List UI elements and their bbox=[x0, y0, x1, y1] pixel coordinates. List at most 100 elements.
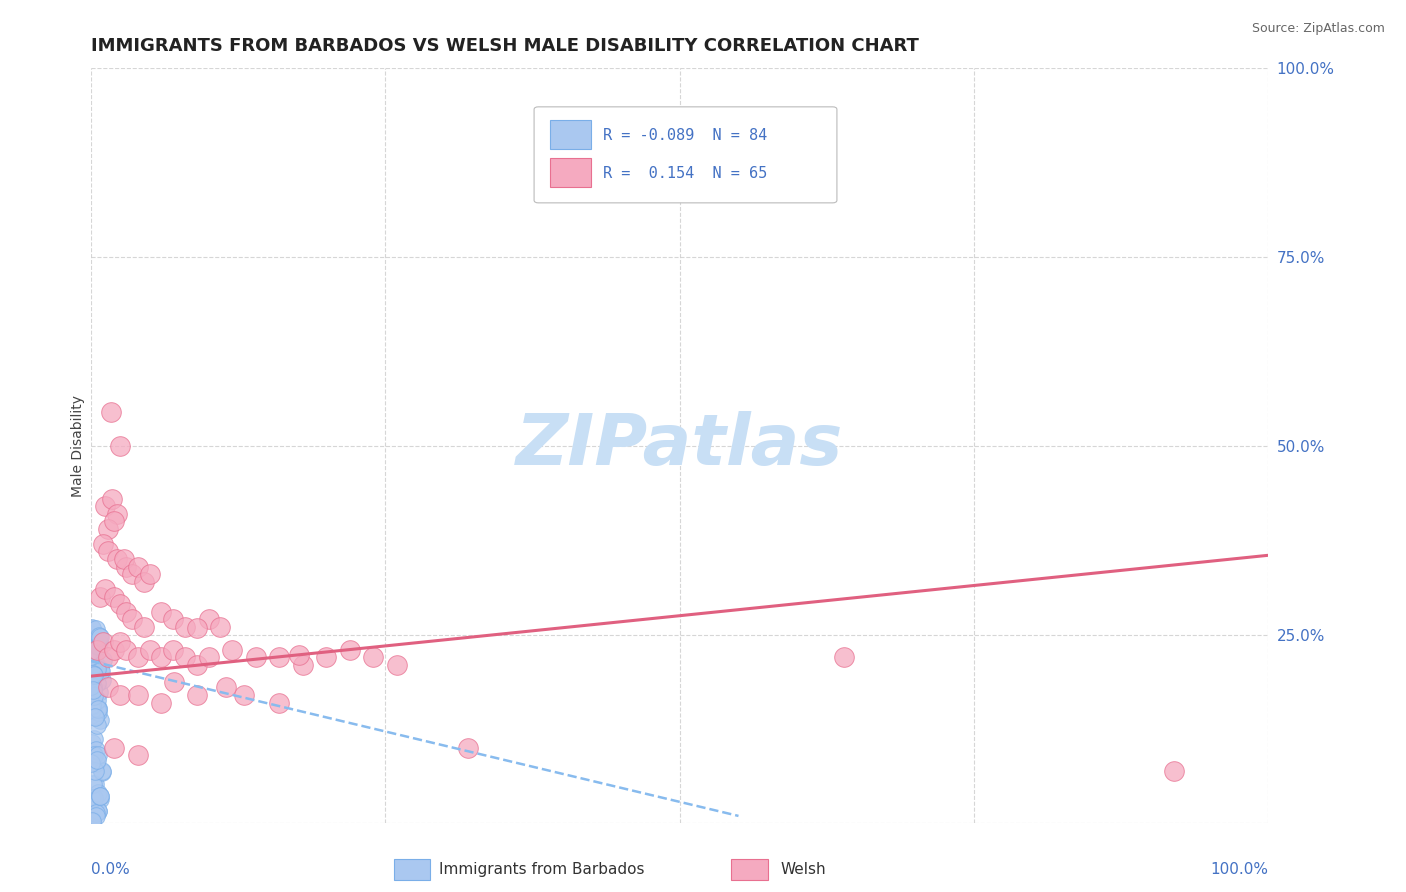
Point bbox=[86, 662, 108, 676]
Point bbox=[103, 590, 125, 604]
Point bbox=[132, 574, 155, 589]
Point bbox=[84, 809, 107, 823]
Point bbox=[86, 806, 108, 821]
Point bbox=[84, 756, 107, 771]
Point bbox=[186, 688, 208, 702]
Point bbox=[197, 650, 219, 665]
Point bbox=[86, 642, 108, 657]
Point bbox=[80, 679, 103, 693]
Point bbox=[269, 696, 291, 710]
Text: R = -0.089  N = 84: R = -0.089 N = 84 bbox=[603, 128, 768, 143]
Point bbox=[80, 621, 103, 635]
Point bbox=[100, 405, 122, 419]
Point bbox=[197, 612, 219, 626]
Point bbox=[103, 514, 125, 528]
Point bbox=[87, 629, 110, 643]
Point bbox=[287, 648, 309, 662]
Point bbox=[457, 740, 479, 755]
Point bbox=[83, 653, 105, 667]
Point bbox=[186, 657, 208, 672]
Point bbox=[86, 676, 108, 690]
Point bbox=[105, 507, 128, 521]
Point bbox=[82, 661, 104, 675]
Point bbox=[127, 688, 149, 702]
Point bbox=[94, 582, 117, 597]
Point bbox=[91, 673, 114, 688]
Point bbox=[83, 710, 105, 724]
Point bbox=[87, 804, 110, 818]
Point bbox=[80, 746, 103, 760]
Point bbox=[138, 567, 160, 582]
Point bbox=[83, 709, 105, 723]
Text: 0.0%: 0.0% bbox=[91, 863, 129, 877]
Point bbox=[89, 630, 111, 644]
Point bbox=[150, 696, 173, 710]
Point bbox=[174, 650, 197, 665]
Point bbox=[80, 703, 103, 717]
Text: Welsh: Welsh bbox=[780, 863, 825, 877]
Point bbox=[89, 789, 111, 803]
Point bbox=[84, 777, 107, 791]
Point bbox=[339, 642, 361, 657]
Point bbox=[105, 552, 128, 566]
Point bbox=[150, 605, 173, 619]
Point bbox=[80, 622, 103, 636]
Point bbox=[80, 813, 103, 827]
Point bbox=[110, 439, 132, 453]
Point bbox=[82, 681, 104, 695]
Point bbox=[84, 645, 107, 659]
Point bbox=[89, 664, 111, 678]
Point bbox=[84, 635, 107, 649]
Point bbox=[127, 748, 149, 763]
Point bbox=[80, 756, 103, 771]
Point bbox=[89, 789, 111, 803]
Point bbox=[86, 659, 108, 673]
Point bbox=[115, 605, 138, 619]
Point bbox=[127, 650, 149, 665]
Text: IMMIGRANTS FROM BARBADOS VS WELSH MALE DISABILITY CORRELATION CHART: IMMIGRANTS FROM BARBADOS VS WELSH MALE D… bbox=[91, 37, 918, 55]
Point bbox=[110, 598, 132, 612]
Point bbox=[80, 695, 103, 709]
Point bbox=[83, 668, 105, 682]
Point bbox=[315, 650, 337, 665]
Point bbox=[80, 736, 103, 750]
Point bbox=[87, 639, 110, 653]
Point bbox=[150, 650, 173, 665]
Point bbox=[80, 687, 103, 701]
Point bbox=[89, 663, 111, 677]
Text: Immigrants from Barbados: Immigrants from Barbados bbox=[439, 863, 644, 877]
Point bbox=[87, 706, 110, 720]
Point bbox=[215, 680, 238, 694]
Point bbox=[89, 636, 111, 650]
Point bbox=[82, 747, 104, 761]
Point bbox=[127, 559, 149, 574]
Point bbox=[82, 667, 104, 681]
Point bbox=[87, 664, 110, 678]
Point bbox=[86, 702, 108, 716]
Point bbox=[103, 642, 125, 657]
Point bbox=[232, 688, 254, 702]
Y-axis label: Male Disability: Male Disability bbox=[72, 395, 86, 497]
Point bbox=[103, 740, 125, 755]
Point bbox=[80, 790, 103, 805]
Point bbox=[87, 748, 110, 763]
Point bbox=[221, 642, 243, 657]
Point bbox=[86, 786, 108, 800]
Point bbox=[86, 693, 108, 707]
Point bbox=[80, 627, 103, 641]
Point bbox=[121, 612, 143, 626]
Point bbox=[84, 622, 107, 636]
Point bbox=[163, 674, 186, 689]
Point bbox=[82, 812, 104, 826]
Point bbox=[80, 698, 103, 712]
Point bbox=[121, 567, 143, 582]
Point bbox=[80, 690, 103, 704]
Point bbox=[89, 791, 111, 805]
Point bbox=[83, 790, 105, 805]
Point bbox=[87, 805, 110, 819]
Point bbox=[84, 667, 107, 681]
Point bbox=[97, 522, 120, 536]
Point bbox=[83, 698, 105, 713]
Point bbox=[84, 764, 107, 779]
Point bbox=[115, 559, 138, 574]
